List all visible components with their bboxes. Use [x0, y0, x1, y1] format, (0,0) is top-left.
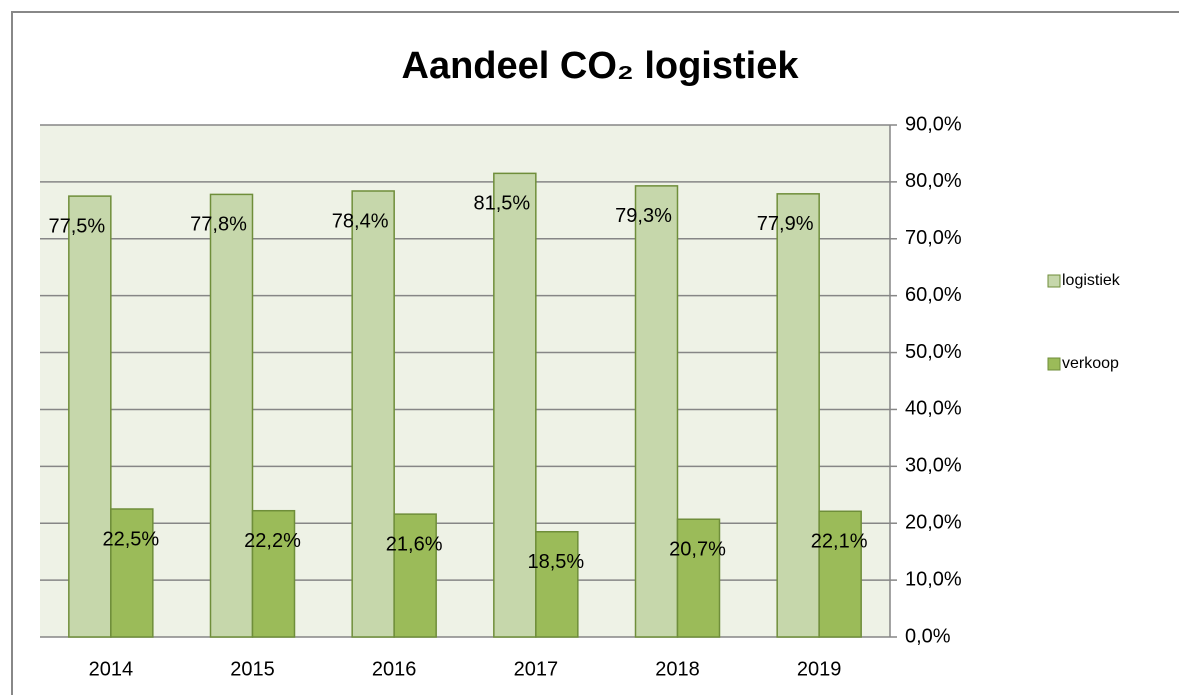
- y-tick-label: 20,0%: [905, 512, 962, 534]
- bar: [493, 172, 537, 638]
- bar: [535, 531, 579, 638]
- data-label: 79,3%: [615, 205, 672, 227]
- legend-swatch: [1047, 357, 1061, 371]
- y-tick-label: 0,0%: [905, 625, 951, 647]
- bar: [818, 510, 862, 638]
- y-tick-label: 90,0%: [905, 113, 962, 135]
- plot-area: [40, 125, 890, 637]
- y-tick-label: 70,0%: [905, 227, 962, 249]
- y-tick-label: 50,0%: [905, 341, 962, 363]
- y-tick-label: 40,0%: [905, 398, 962, 420]
- y-tick-label: 30,0%: [905, 455, 962, 477]
- bar: [776, 193, 820, 638]
- bar: [110, 508, 154, 638]
- x-tick-label: 2016: [372, 658, 417, 680]
- bar: [634, 185, 679, 638]
- chart-title: Aandeel CO₂ logistiek: [402, 45, 800, 87]
- data-label: 22,5%: [102, 528, 159, 550]
- legend-label: verkoop: [1062, 355, 1119, 372]
- data-label: 22,2%: [244, 530, 301, 552]
- bar: [393, 513, 437, 638]
- data-label: 77,5%: [48, 215, 105, 237]
- data-label: 81,5%: [473, 193, 530, 215]
- bar: [209, 193, 254, 638]
- data-label: 21,6%: [386, 533, 443, 555]
- x-tick-label: 2014: [89, 658, 134, 680]
- bar: [68, 195, 112, 638]
- data-label: 77,8%: [190, 214, 247, 236]
- bar: [251, 509, 296, 638]
- data-label: 18,5%: [527, 551, 584, 573]
- y-tick-label: 80,0%: [905, 170, 962, 192]
- data-label: 78,4%: [332, 210, 389, 232]
- data-label: 77,9%: [757, 213, 814, 235]
- x-tick-label: 2015: [230, 658, 275, 680]
- legend-label: logistiek: [1062, 272, 1121, 289]
- x-tick-label: 2018: [655, 658, 700, 680]
- y-tick-label: 10,0%: [905, 568, 962, 590]
- x-tick-label: 2017: [514, 658, 559, 680]
- bar: [676, 518, 721, 638]
- data-label: 22,1%: [811, 531, 868, 553]
- legend-swatch: [1047, 274, 1061, 288]
- x-tick-label: 2019: [797, 658, 842, 680]
- data-label: 20,7%: [669, 539, 726, 561]
- y-tick-label: 60,0%: [905, 284, 962, 306]
- bar: [351, 190, 395, 638]
